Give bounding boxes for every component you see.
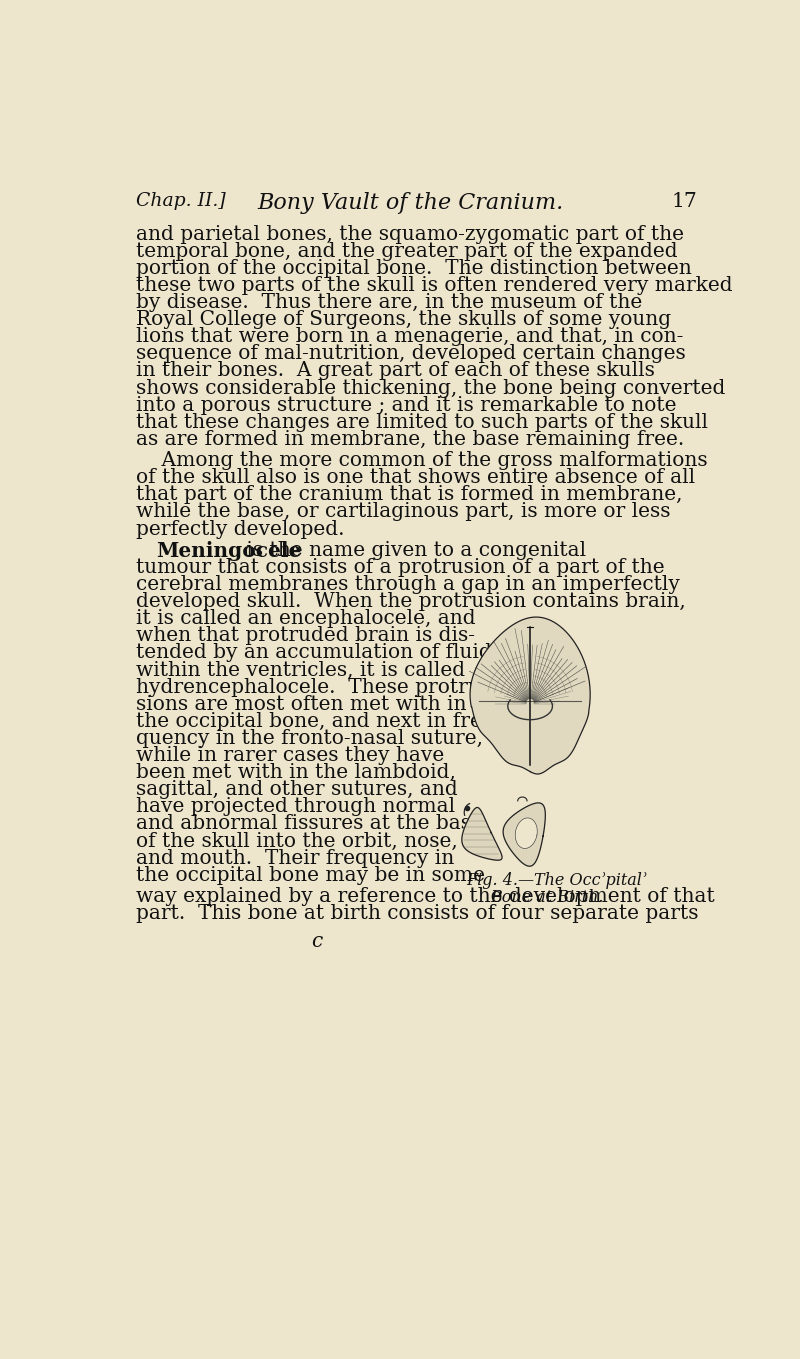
Text: in their bones.  A great part of each of these skulls: in their bones. A great part of each of … [137,361,655,381]
Polygon shape [462,807,502,860]
Text: Bone at Birth.: Bone at Birth. [490,889,604,905]
Text: by disease.  Thus there are, in the museum of the: by disease. Thus there are, in the museu… [137,294,642,313]
Text: the occipital bone, and next in fre-: the occipital bone, and next in fre- [137,712,489,731]
Text: Meningocele: Meningocele [156,541,301,561]
Text: of the skull also is one that shows entire absence of all: of the skull also is one that shows enti… [137,469,695,488]
Text: is the name given to a congenital: is the name given to a congenital [239,541,586,560]
Text: Bony Vault of the Cranium.: Bony Vault of the Cranium. [257,193,563,215]
Text: way explained by a reference to the development of that: way explained by a reference to the deve… [137,887,715,906]
Text: when that protruded brain is dis-: when that protruded brain is dis- [137,626,475,646]
Text: Royal College of Surgeons, the skulls of some young: Royal College of Surgeons, the skulls of… [137,310,671,329]
Text: it is called an encephalocele, and: it is called an encephalocele, and [137,609,476,628]
Polygon shape [503,803,546,866]
Text: Chap. II.]: Chap. II.] [137,193,226,211]
Text: shows considerable thickening, the bone being converted: shows considerable thickening, the bone … [137,379,726,398]
Text: Among the more common of the gross malformations: Among the more common of the gross malfo… [137,451,708,470]
Text: have projected through normal: have projected through normal [137,798,455,817]
Text: been met with in the lambdoid,: been met with in the lambdoid, [137,764,456,783]
Text: lions that were born in a menagerie, and that, in con-: lions that were born in a menagerie, and… [137,328,684,347]
Text: and mouth.  Their frequency in: and mouth. Their frequency in [137,848,454,867]
Text: sagittal, and other sutures, and: sagittal, and other sutures, and [137,780,458,799]
Text: sions are most often met with in: sions are most often met with in [137,694,467,713]
Text: while in rarer cases they have: while in rarer cases they have [137,746,445,765]
Text: perfectly developed.: perfectly developed. [137,519,345,538]
Text: Fig. 4.—The Occʾpitalʾ: Fig. 4.—The Occʾpitalʾ [466,871,646,889]
Text: c: c [311,931,322,950]
Text: cerebral membranes through a gap in an imperfectly: cerebral membranes through a gap in an i… [137,575,680,594]
Text: part.  This bone at birth consists of four separate parts: part. This bone at birth consists of fou… [137,904,699,923]
Text: tumour that consists of a protrusion of a part of the: tumour that consists of a protrusion of … [137,559,665,578]
Text: the occipital bone may be in some: the occipital bone may be in some [137,866,486,885]
Text: tended by an accumulation of fluid: tended by an accumulation of fluid [137,643,492,662]
Text: these two parts of the skull is often rendered very marked: these two parts of the skull is often re… [137,276,733,295]
Polygon shape [470,617,590,775]
Text: that part of the cranium that is formed in membrane,: that part of the cranium that is formed … [137,485,683,504]
Text: while the base, or cartilaginous part, is more or less: while the base, or cartilaginous part, i… [137,503,671,522]
Text: sequence of mal-nutrition, developed certain changes: sequence of mal-nutrition, developed cer… [137,344,686,363]
Text: into a porous structure ; and it is remarkable to note: into a porous structure ; and it is rema… [137,395,677,414]
Text: 17: 17 [671,193,697,212]
Text: temporal bone, and the greater part of the expanded: temporal bone, and the greater part of t… [137,242,678,261]
Text: and parietal bones, the squamo-zygomatic part of the: and parietal bones, the squamo-zygomatic… [137,224,685,243]
Text: quency in the fronto-nasal suture,: quency in the fronto-nasal suture, [137,728,483,747]
Text: developed skull.  When the protrusion contains brain,: developed skull. When the protrusion con… [137,593,686,612]
Polygon shape [515,818,538,848]
Text: that these changes are limited to such parts of the skull: that these changes are limited to such p… [137,413,709,432]
Text: of the skull into the orbit, nose,: of the skull into the orbit, nose, [137,832,458,851]
Text: hydrencephalocele.  These protru-: hydrencephalocele. These protru- [137,678,488,697]
Text: and abnormal fissures at the base: and abnormal fissures at the base [137,814,483,833]
Text: as are formed in membrane, the base remaining free.: as are formed in membrane, the base rema… [137,429,685,448]
Text: portion of the occipital bone.  The distinction between: portion of the occipital bone. The disti… [137,258,692,277]
Text: within the ventricles, it is called: within the ventricles, it is called [137,660,466,680]
